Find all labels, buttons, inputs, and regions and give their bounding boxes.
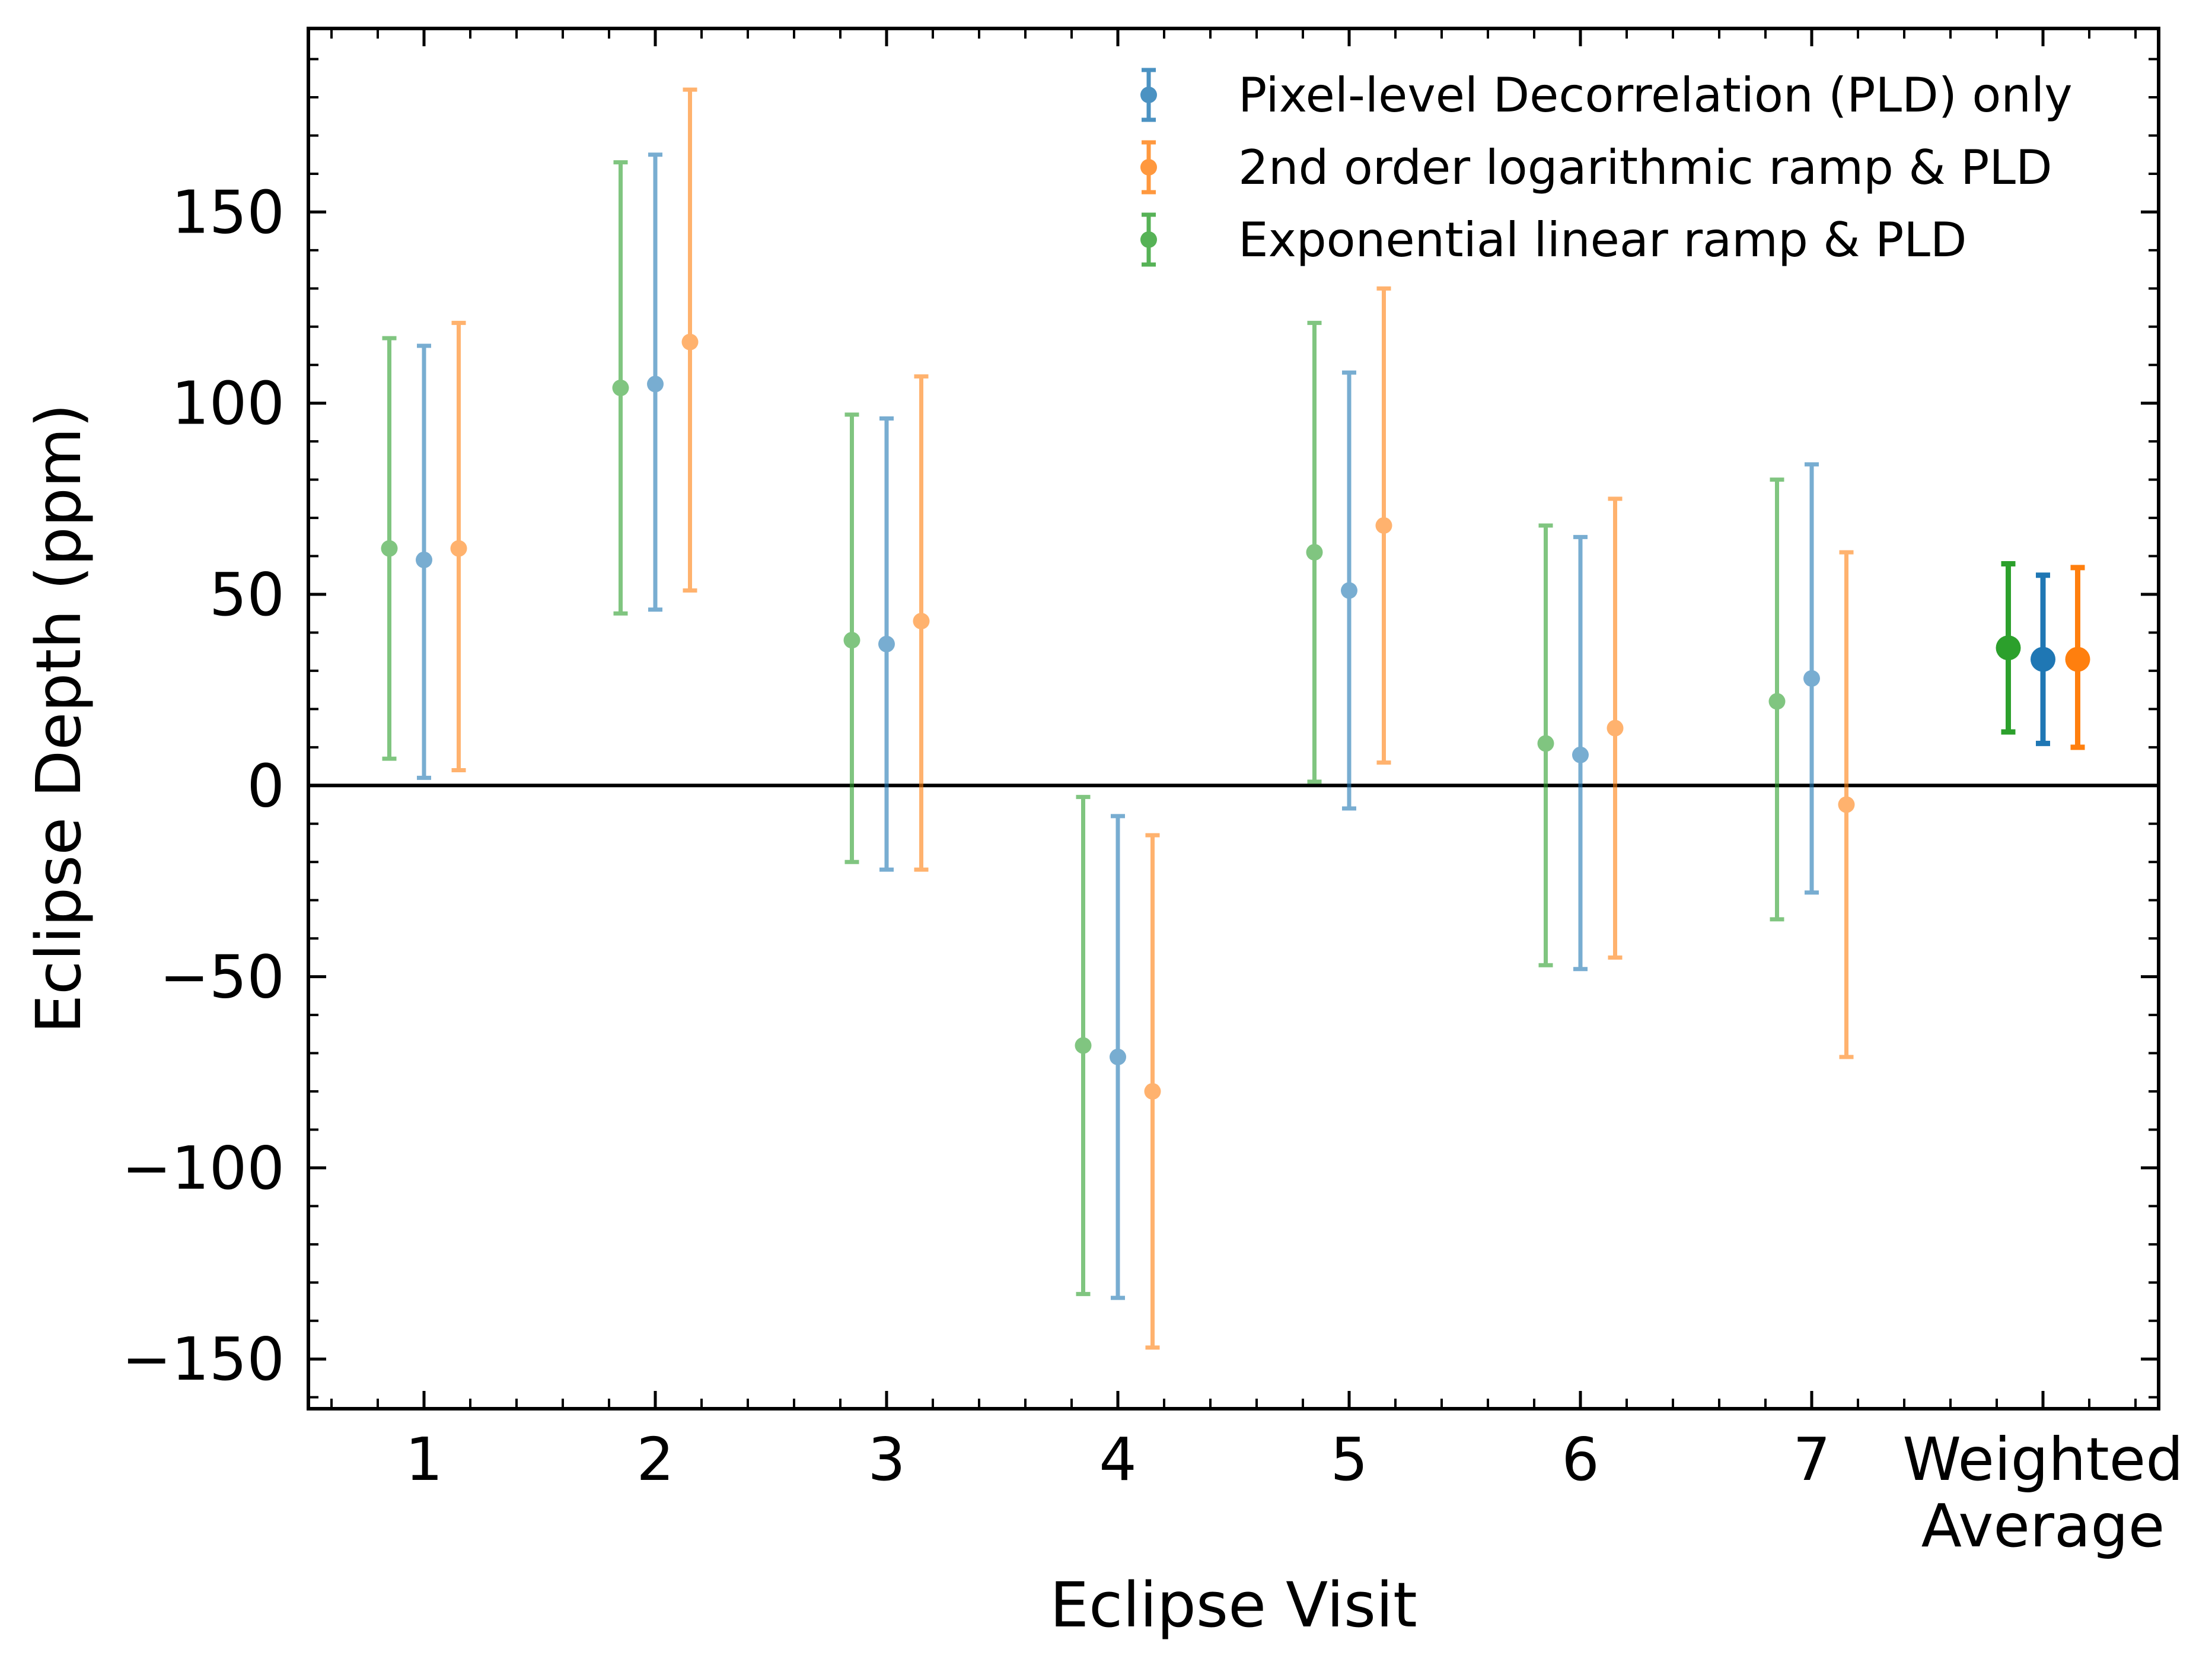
data-point (2065, 647, 2090, 672)
legend-dot (1140, 231, 1157, 248)
y-tick-label: 0 (247, 751, 285, 820)
errorbar-point (1996, 561, 2021, 735)
data-point (1341, 582, 1357, 599)
data-point (1803, 670, 1820, 687)
errorbar-point (878, 416, 895, 872)
data-point (913, 613, 930, 630)
y-axis-title: Eclipse Depth (ppm) (23, 403, 95, 1033)
y-tick-label: 150 (171, 177, 285, 247)
errorbar-point (647, 152, 664, 612)
legend-label: Exponential linear ramp & PLD (1238, 212, 1967, 268)
data-point (416, 551, 432, 568)
data-point (681, 333, 699, 351)
errorbar-point (843, 412, 860, 864)
errorbar-point (2031, 572, 2055, 746)
data-point (1768, 693, 1786, 710)
y-tick-label: −100 (122, 1134, 285, 1203)
data-point (878, 635, 895, 652)
data-point (612, 379, 629, 396)
errorbar-point (1144, 833, 1161, 1350)
legend-label: 2nd order logarithmic ramp & PLD (1238, 140, 2052, 195)
x-tick-label: 7 (1793, 1425, 1831, 1494)
errorbar-point (1607, 496, 1624, 960)
errorbar-point (1341, 370, 1357, 811)
data-point (450, 540, 467, 557)
x-tick-label: 6 (1561, 1425, 1599, 1494)
data-point (1537, 735, 1554, 752)
errorbar-point (1537, 523, 1554, 967)
data-point (2031, 647, 2055, 672)
errorbar-point (450, 320, 467, 773)
y-tick-label: −150 (122, 1324, 285, 1394)
data-point (1572, 746, 1589, 763)
legend-dot (1140, 87, 1157, 103)
data-point (381, 540, 398, 557)
errorbar-point (612, 160, 629, 616)
x-tick-label-line2: Average (1921, 1491, 2165, 1561)
errorbar-point (1803, 462, 1820, 895)
errorbar-point (381, 336, 398, 761)
data-point (1144, 1082, 1161, 1100)
x-axis-title: Eclipse Visit (1050, 1569, 1417, 1641)
errorbar-point (416, 343, 432, 780)
errorbar-point (913, 374, 930, 872)
x-tick-label: 4 (1099, 1425, 1137, 1494)
data-series (381, 87, 2090, 1350)
legend: Pixel-level Decorrelation (PLD) only 2nd … (1140, 68, 2073, 268)
y-tick-label: 100 (171, 369, 285, 438)
tick-labels: −150 −100 −50 0 50 100 150 1 2 3 4 5 6 7 WeightedAvera… (122, 177, 2183, 1561)
plot-frame (307, 27, 2160, 1411)
data-point (1306, 544, 1323, 561)
x-tick-label: 1 (405, 1425, 443, 1494)
errorbar-point (1572, 534, 1589, 972)
x-tick-label: 2 (636, 1425, 674, 1494)
x-tick-label: 5 (1330, 1425, 1368, 1494)
errorbar-point (681, 87, 699, 593)
x-tick-label: 3 (868, 1425, 906, 1494)
x-tick-label-line1: Weighted (1902, 1425, 2183, 1494)
data-point (1110, 1048, 1126, 1065)
data-point (1375, 517, 1392, 534)
legend-label: Pixel-level Decorrelation (PLD) only (1238, 68, 2073, 123)
data-point (1075, 1037, 1092, 1054)
y-tick-label: −50 (160, 943, 285, 1012)
legend-marker (1140, 212, 1157, 267)
errorbar-point (1838, 550, 1855, 1059)
data-point (1996, 635, 2021, 661)
errorbar-point (2065, 565, 2090, 750)
data-point (1607, 719, 1624, 737)
errorbar-point (1110, 814, 1126, 1300)
y-tick-label: 50 (209, 560, 285, 629)
data-point (647, 375, 664, 393)
data-point (1838, 796, 1855, 813)
legend-marker (1140, 140, 1157, 195)
legend-dot (1140, 159, 1157, 176)
errorbar-point (1306, 320, 1323, 784)
errorbar-point (1768, 477, 1786, 922)
legend-marker (1140, 68, 1157, 122)
errorbar-point (1075, 795, 1092, 1297)
errorbar-point (1375, 286, 1392, 765)
data-point (843, 632, 860, 649)
